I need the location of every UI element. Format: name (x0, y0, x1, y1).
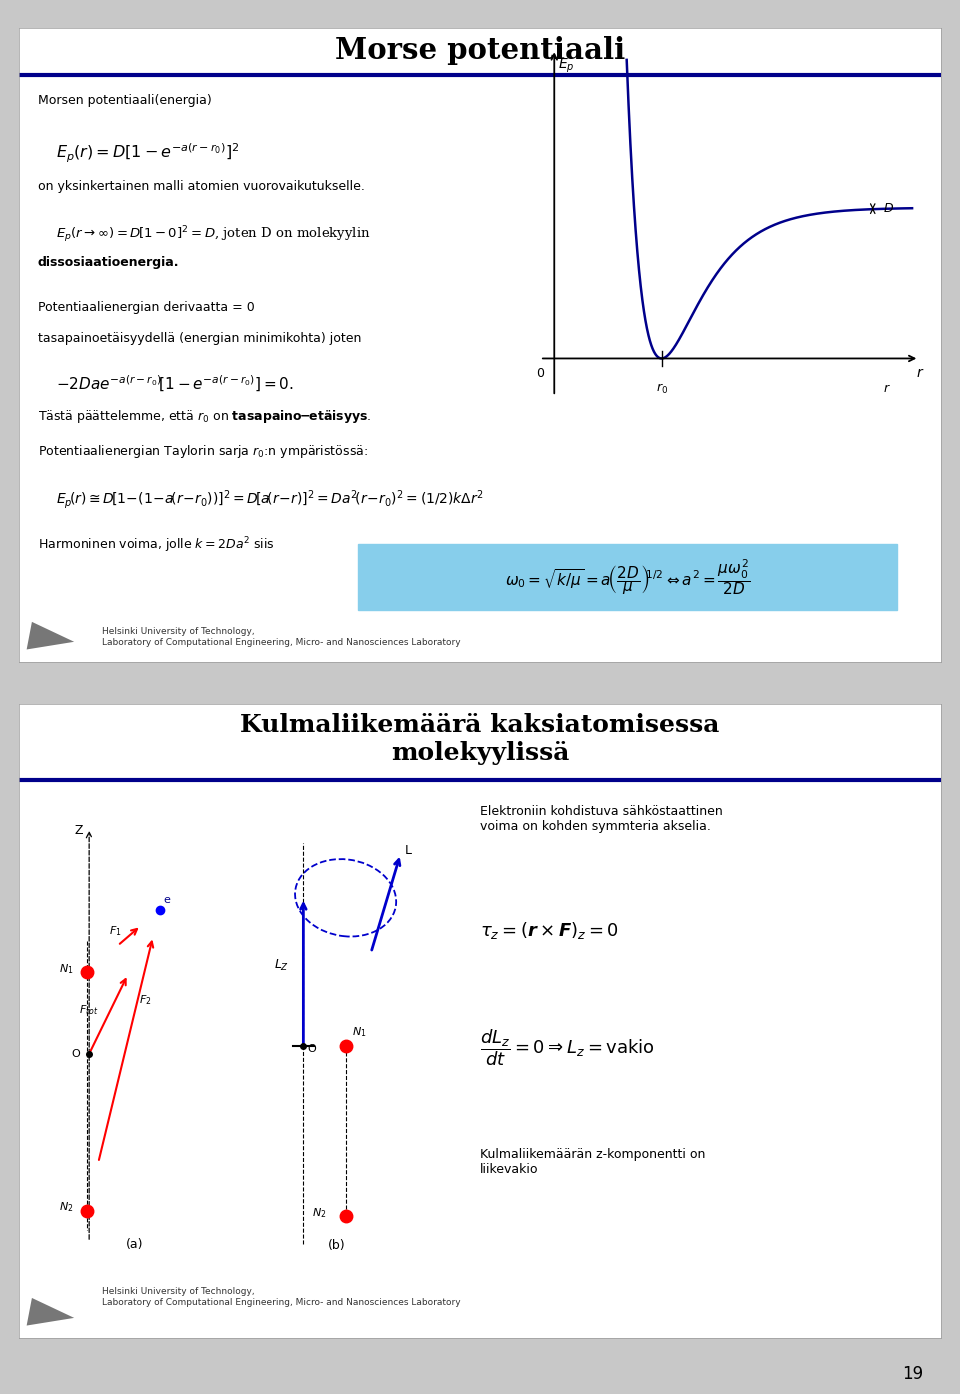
Text: Kulmaliikemäärä kaksiatomisessa
molekyylissä: Kulmaliikemäärä kaksiatomisessa molekyyl… (240, 712, 720, 765)
Text: on yksinkertainen malli atomien vuorovaikutukselle.: on yksinkertainen malli atomien vuorovai… (37, 180, 365, 194)
Text: $E_p\left(r \rightarrow \infty\right) = D\!\left[1-0\right]^2 = D$, joten D on m: $E_p\left(r \rightarrow \infty\right) = … (56, 224, 371, 245)
Text: e: e (163, 895, 171, 905)
Text: $N_1$: $N_1$ (352, 1025, 367, 1039)
Text: $\omega_0 = \sqrt{k/\mu} = a\!\left(\dfrac{2D}{\mu}\right)^{\!\!1/2}\Leftrightar: $\omega_0 = \sqrt{k/\mu} = a\!\left(\dfr… (505, 556, 750, 597)
Text: 19: 19 (902, 1365, 924, 1383)
Text: Z: Z (74, 824, 83, 838)
Text: Morsen potentiaali(energia): Morsen potentiaali(energia) (37, 95, 211, 107)
Text: L: L (405, 843, 412, 857)
Text: Helsinki University of Technology,
Laboratory of Computational Engineering, Micr: Helsinki University of Technology, Labor… (102, 627, 461, 647)
Polygon shape (27, 622, 74, 650)
Text: O: O (72, 1050, 81, 1059)
Text: $F_2$: $F_2$ (139, 994, 152, 1008)
Text: Helsinki University of Technology,
Laboratory of Computational Engineering, Micr: Helsinki University of Technology, Labor… (102, 1288, 461, 1308)
Text: $N_1$: $N_1$ (59, 962, 74, 976)
Text: Potentiaalienergian Taylorin sarja $r_0$:n ympäristössä:: Potentiaalienergian Taylorin sarja $r_0$… (37, 443, 368, 460)
Text: $E_p$: $E_p$ (558, 57, 574, 75)
Text: (a): (a) (126, 1238, 143, 1252)
Text: $D$: $D$ (883, 202, 895, 215)
Text: $N_2$: $N_2$ (59, 1200, 73, 1214)
Text: $0$: $0$ (537, 367, 545, 379)
Text: $r_0$: $r_0$ (656, 382, 668, 396)
Text: dissosiaatioenergia.: dissosiaatioenergia. (37, 256, 180, 269)
Text: Harmoninen voima, jolle $k = 2Da^2$ siis: Harmoninen voima, jolle $k = 2Da^2$ siis (37, 535, 275, 555)
Text: O: O (307, 1044, 317, 1054)
Text: $\dfrac{dL_z}{dt} = 0 \Rightarrow L_z = \mathrm{vakio}$: $\dfrac{dL_z}{dt} = 0 \Rightarrow L_z = … (480, 1027, 655, 1068)
Text: tasapainoetäisyydellä (energian minimikohta) joten: tasapainoetäisyydellä (energian minimiko… (37, 332, 361, 346)
Text: Elektroniin kohdistuva sähköstaattinen
voima on kohden symmteria akselia.: Elektroniin kohdistuva sähköstaattinen v… (480, 806, 723, 834)
Text: $N_2$: $N_2$ (312, 1206, 326, 1220)
Text: Kulmaliikemäärän z-komponentti on
liikevakio: Kulmaliikemäärän z-komponentti on liikev… (480, 1149, 706, 1177)
Text: $F_1$: $F_1$ (109, 924, 122, 938)
Text: $F_{tot}$: $F_{tot}$ (79, 1004, 99, 1016)
Text: Morse potentiaali: Morse potentiaali (335, 36, 625, 64)
Text: Potentiaalienergian derivaatta = 0: Potentiaalienergian derivaatta = 0 (37, 301, 254, 314)
Text: $r$: $r$ (883, 382, 891, 395)
Text: $E_p\!\left(r\right)\cong D\!\left[1\!-\!\left(1\!-\!a\!\left(r\!-\!r_0\right)\r: $E_p\!\left(r\right)\cong D\!\left[1\!-\… (56, 488, 484, 510)
Polygon shape (27, 1298, 74, 1326)
Text: $-2Dae^{-a\left(r-r_0\right)}\!\left[1-e^{-a\left(r-r_0\right)}\right]=0.$: $-2Dae^{-a\left(r-r_0\right)}\!\left[1-e… (56, 374, 294, 393)
Text: (b): (b) (328, 1239, 346, 1252)
Text: Tästä päättelemme, että $r_0$ on $\mathbf{tasapaino\!\!-\!\!etäisyys}$.: Tästä päättelemme, että $r_0$ on $\mathb… (37, 408, 372, 425)
Text: $r$: $r$ (916, 365, 924, 379)
Text: $E_p\left(r\right) = D\left[1-e^{-a\left(r-r_0\right)}\right]^2$: $E_p\left(r\right) = D\left[1-e^{-a\left… (56, 142, 239, 166)
Text: $L_Z$: $L_Z$ (274, 958, 289, 973)
FancyBboxPatch shape (358, 544, 897, 609)
Text: $\tau_z = \left(\boldsymbol{r}\times\boldsymbol{F}\right)_z = 0$: $\tau_z = \left(\boldsymbol{r}\times\bol… (480, 920, 619, 941)
